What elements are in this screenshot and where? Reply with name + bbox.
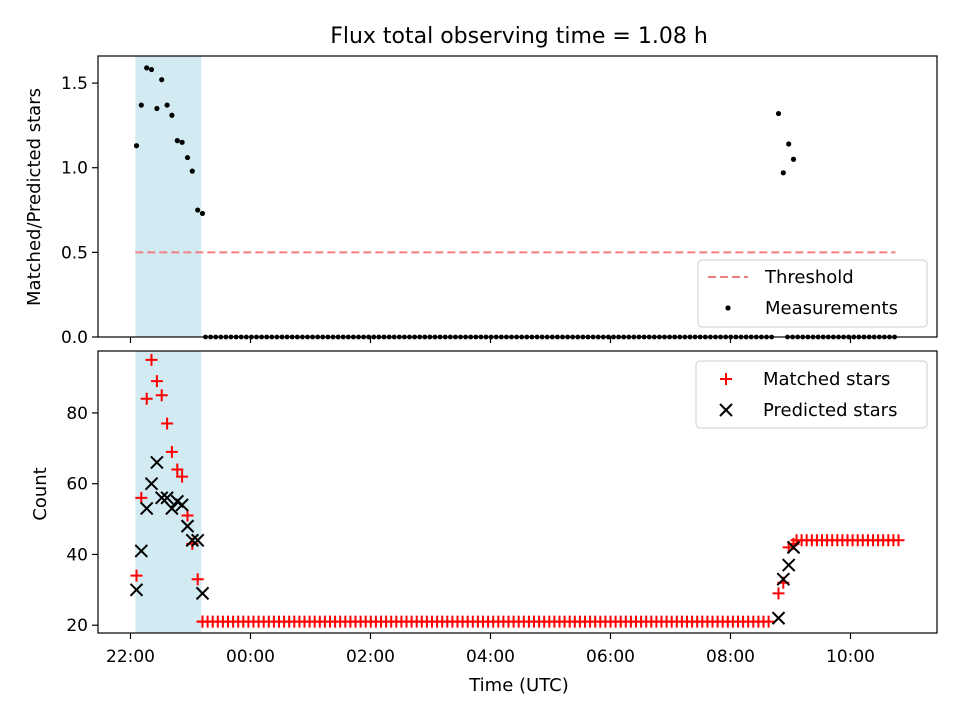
predicted-star-point [195, 586, 210, 601]
shaded-span [135, 351, 202, 633]
predicted-stars-points [129, 455, 801, 625]
y-tick-label: 20 [66, 616, 88, 636]
top-panel: 0.0 0.5 1.0 1.5 Matched/Predicted stars Thr… [24, 55, 938, 348]
measurement-point [199, 210, 206, 217]
predicted-star-point [180, 519, 195, 533]
measurement-point [148, 66, 155, 73]
top-y-axis-label: Matched/Predicted stars [24, 88, 45, 306]
figure-title: Flux total observing time = 1.08 h [330, 24, 708, 49]
legend-predicted-label: Predicted stars [763, 400, 897, 421]
x-tick-label: 00:00 [226, 647, 275, 667]
legend-threshold-label: Threshold [764, 267, 854, 288]
legend-matched-label: Matched stars [763, 369, 890, 390]
matched-star-point [176, 470, 189, 483]
x-axis-label: Time (UTC) [468, 675, 569, 696]
measurement-point [195, 207, 201, 213]
predicted-star-point [139, 501, 154, 516]
matched-star-point [191, 573, 204, 586]
x-tick-label: 04:00 [466, 647, 515, 667]
measurement-point [184, 154, 191, 161]
matched-star-point [155, 389, 168, 402]
bottom-plot-frame [97, 350, 938, 634]
matched-star-point [130, 569, 143, 582]
predicted-star-point [154, 491, 169, 505]
matched-star-point [145, 353, 158, 366]
measurement-point [786, 141, 792, 147]
predicted-star-point [175, 498, 189, 512]
matched-stars-points [130, 353, 905, 628]
bottom-y-axis-ticks: 20 40 60 80 [66, 404, 98, 636]
measurement-point [133, 143, 140, 149]
top-y-axis-ticks: 0.0 0.5 1.0 1.5 [61, 74, 98, 348]
y-tick-label: 1.0 [61, 159, 88, 179]
bottom-panel: 20 40 60 80 22:00 00:00 02:00 04:00 06:00 08:00 1… [30, 350, 938, 696]
predicted-star-point [190, 533, 205, 548]
predicted-star-point [144, 476, 159, 491]
shaded-span [135, 56, 202, 337]
measurement-point [164, 102, 170, 108]
top-x-axis-ticks [129, 337, 852, 343]
y-tick-label: 40 [66, 545, 88, 565]
matched-star-point [135, 491, 148, 504]
x-tick-label: 10:00 [826, 647, 875, 667]
predicted-star-point [776, 572, 791, 586]
y-tick-label: 0.5 [61, 243, 88, 263]
top-legend: Threshold Measurements [697, 259, 928, 328]
x-tick-label: 02:00 [346, 647, 395, 667]
y-tick-label: 80 [66, 404, 88, 424]
matched-star-point [772, 587, 785, 600]
predicted-star-point [781, 558, 796, 572]
x-tick-label: 06:00 [586, 647, 635, 667]
measurement-point [780, 170, 786, 176]
measurement-point [790, 156, 797, 162]
matched-star-point [762, 615, 775, 628]
matched-star-point [161, 417, 174, 430]
bottom-legend: Matched stars Predicted stars [695, 360, 928, 429]
measurement-point [159, 77, 165, 83]
measurement-point [154, 105, 160, 112]
y-tick-label: 1.5 [61, 74, 88, 94]
measurement-point [174, 138, 180, 144]
bottom-x-axis-ticks: 22:00 00:00 02:00 04:00 06:00 08:00 10:00 [106, 633, 875, 667]
predicted-star-point [771, 611, 786, 625]
legend-measurements-label: Measurements [765, 298, 898, 319]
legend-matched-swatch [720, 373, 732, 385]
measurement-point [169, 112, 175, 118]
predicted-star-point [165, 501, 179, 516]
predicted-star-point [160, 491, 174, 505]
y-tick-label: 0.0 [61, 328, 88, 348]
measurement-point [775, 110, 782, 117]
measurement-point [179, 139, 185, 145]
matched-star-point [181, 509, 194, 522]
legend-measurements-swatch [725, 305, 731, 311]
predicted-star-point [134, 544, 149, 558]
x-tick-label: 22:00 [106, 647, 155, 667]
predicted-star-point [150, 455, 164, 470]
matched-star-point [140, 392, 153, 405]
matched-star-point [165, 445, 178, 458]
matched-star-point [171, 463, 184, 476]
top-legend-box [697, 259, 928, 328]
measurement-point [189, 168, 195, 174]
matched-star-point [150, 375, 163, 388]
top-plot-frame [97, 55, 938, 338]
legend-predicted-swatch [719, 403, 733, 417]
predicted-star-point [129, 583, 144, 597]
matched-star-point [892, 534, 905, 547]
bottom-legend-box [695, 360, 928, 429]
top-shaded-span [135, 56, 202, 337]
bottom-y-axis-label: Count [30, 467, 51, 520]
x-tick-label: 08:00 [706, 647, 755, 667]
predicted-star-point [786, 540, 801, 555]
y-tick-label: 60 [66, 475, 88, 495]
predicted-star-point [185, 533, 200, 548]
measurement-point [138, 102, 144, 108]
bottom-shaded-span [135, 351, 202, 633]
measurement-point [144, 65, 150, 71]
